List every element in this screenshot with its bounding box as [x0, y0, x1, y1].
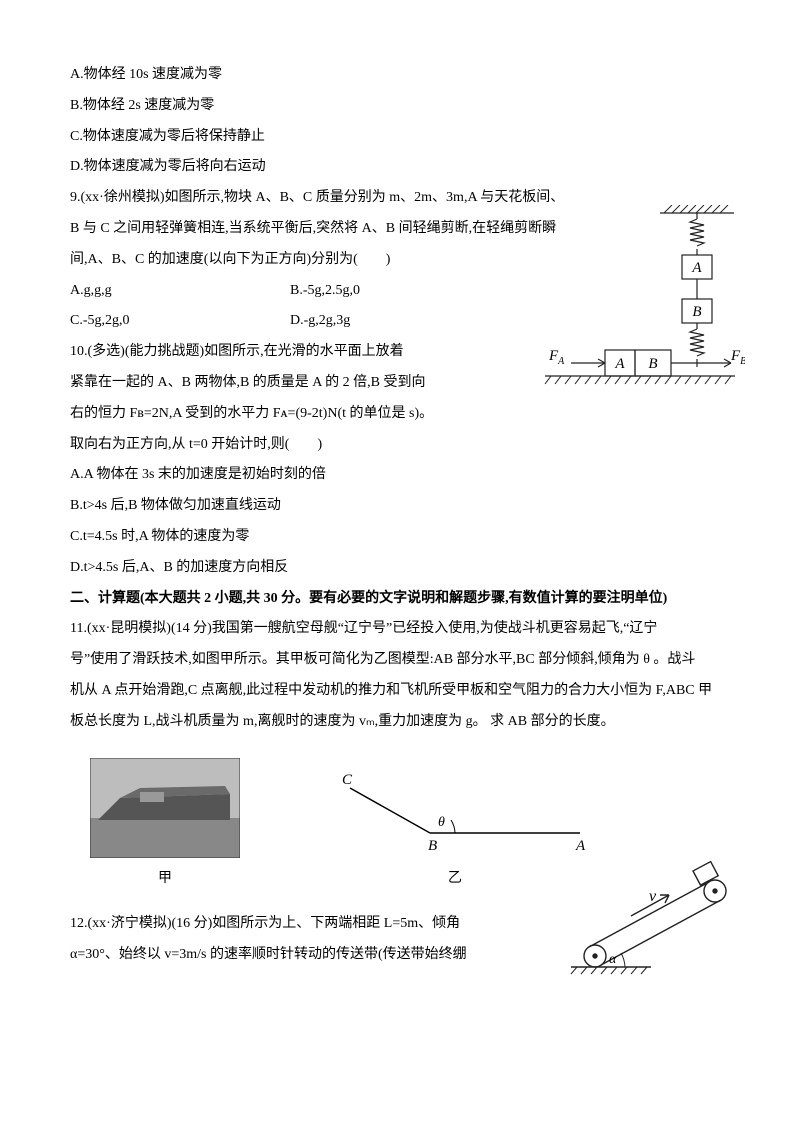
q9-stem2: B 与 C 之间用轻弹簧相连,当系统平衡后,突然将 A、B 间轻绳剪断,在轻绳剪…: [70, 214, 730, 245]
q8-optD: D.物体速度减为零后将向右运动: [70, 152, 730, 183]
q8-optB: B.物体经 2s 速度减为零: [70, 91, 730, 122]
q10-stem4: 取向右为正方向,从 t=0 开始计时,则( ): [70, 430, 730, 461]
q10-optD: D.t>4.5s 后,A、B 的加速度方向相反: [70, 553, 730, 584]
q11-fig-jia: [90, 758, 240, 858]
q11-l1: 11.(xx·昆明模拟)(14 分)我国第一艘航空母舰“辽宁号”已经投入使用,为…: [70, 614, 730, 645]
q11-l3: 机从 A 点开始滑跑,C 点离舰,此过程中发动机的推力和飞机所受甲板和空气阻力的…: [70, 676, 730, 707]
svg-text:B: B: [648, 356, 657, 372]
svg-text:A: A: [614, 356, 625, 372]
q9-stem1: 9.(xx·徐州模拟)如图所示,物块 A、B、C 质量分别为 m、2m、3m,A…: [70, 183, 730, 214]
q9-optB: B.-5g,2.5g,0: [290, 276, 360, 307]
q10-figure: A B FA FB: [535, 338, 745, 398]
q10-stem2: 紧靠在一起的 A、B 两物体,B 的质量是 A 的 2 倍,B 受到向: [70, 368, 560, 399]
q9-optA: A.g,g,g: [70, 276, 290, 307]
section2-title: 二、计算题(本大题共 2 小题,共 30 分。要有必要的文字说明和解题步骤,有数…: [70, 584, 730, 615]
q10-stem3: 右的恒力 Fʙ=2N,A 受到的水平力 Fᴀ=(9-2t)N(t 的单位是 s)…: [70, 399, 730, 430]
svg-text:A: A: [575, 838, 586, 854]
q9-optD: D.-g,2g,3g: [290, 306, 350, 337]
q8-optA: A.物体经 10s 速度减为零: [70, 60, 730, 91]
q9-stem3: 间,A、B、C 的加速度(以向下为正方向)分别为( ): [70, 245, 730, 276]
q9-optC: C.-5g,2g,0: [70, 306, 290, 337]
q11-cap-jia: 甲: [90, 864, 240, 895]
q10-stem1: 10.(多选)(能力挑战题)如图所示,在光滑的水平面上放着: [70, 337, 560, 368]
svg-text:FA: FA: [548, 348, 565, 367]
q10-optC: C.t=4.5s 时,A 物体的速度为零: [70, 522, 730, 553]
svg-text:θ: θ: [438, 815, 445, 830]
q10-optB: B.t>4s 后,B 物体做匀加速直线运动: [70, 491, 730, 522]
svg-text:B: B: [428, 838, 437, 854]
q12-l1: 12.(xx·济宁模拟)(16 分)如图所示为上、下两端相距 L=5m、倾角: [70, 909, 540, 940]
svg-text:B: B: [692, 304, 701, 320]
q8-optC: C.物体速度减为零后将保持静止: [70, 122, 730, 153]
svg-text:C: C: [342, 772, 353, 788]
q10-optA: A.A 物体在 3s 末的加速度是初始时刻的倍: [70, 460, 730, 491]
q11-fig-yi: C B A θ: [320, 758, 590, 858]
q11-l2: 号”使用了滑跃技术,如图甲所示。其甲板可简化为乙图模型:AB 部分水平,BC 部…: [70, 645, 730, 676]
svg-text:FB: FB: [730, 348, 745, 367]
svg-text:A: A: [691, 260, 702, 276]
svg-text:α: α: [609, 952, 617, 967]
q12-figure: v α: [565, 861, 745, 981]
svg-text:v: v: [649, 888, 657, 905]
q11-cap-yi: 乙: [320, 864, 590, 895]
q11-l4: 板总长度为 L,战斗机质量为 m,离舰时的速度为 vₘ,重力加速度为 g。 求 …: [70, 707, 730, 738]
q12-l2: α=30°、始终以 v=3m/s 的速率顺时针转动的传送带(传送带始终绷: [70, 940, 540, 971]
